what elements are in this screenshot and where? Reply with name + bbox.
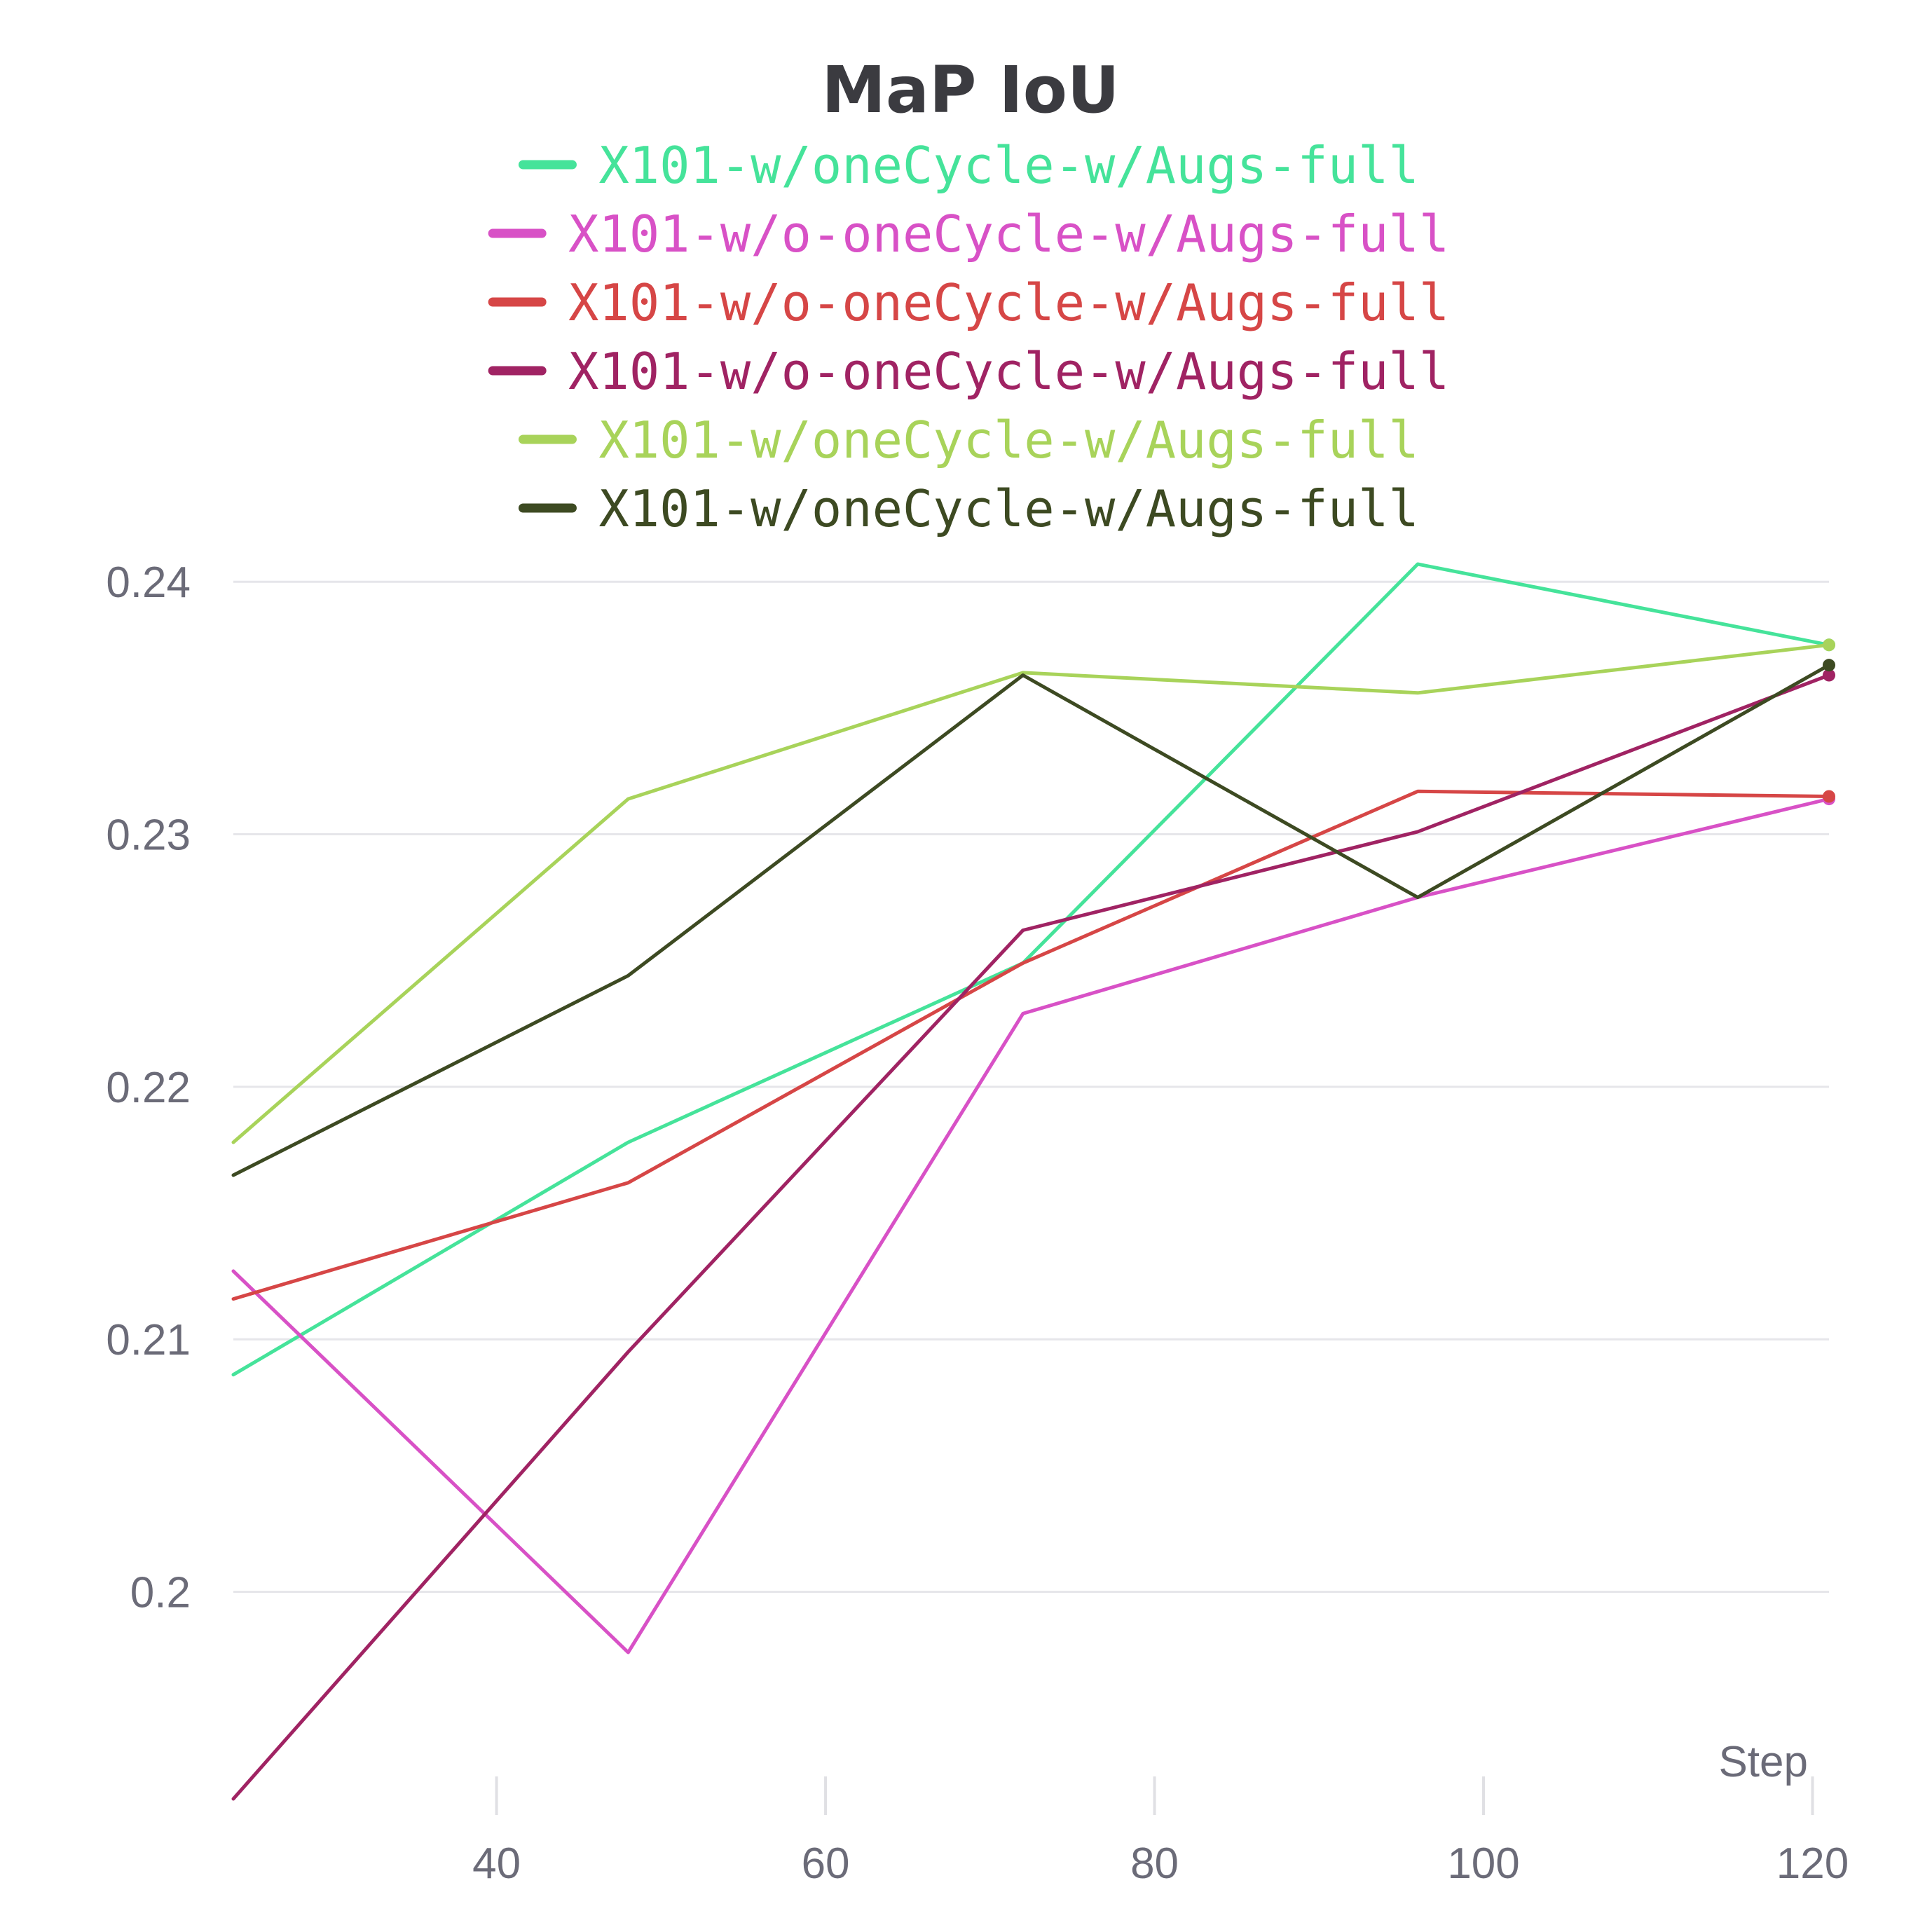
series-end-point-5 — [1823, 638, 1835, 652]
x-tick-label: 40 — [472, 1839, 521, 1888]
series-line-2 — [231, 797, 1831, 1654]
legend: X101-w/oneCycle-w/Augs-full X101-w/o-oneC… — [488, 136, 1449, 538]
y-axis: 0.2 0.21 0.22 0.23 0.24 — [106, 559, 191, 1617]
x-tick-label: 120 — [1776, 1839, 1849, 1888]
series-line-6 — [231, 663, 1831, 1177]
series-end-point-4 — [1823, 669, 1835, 682]
legend-entry-label: X101-w/oneCycle-w/Augs-full — [598, 136, 1418, 195]
legend-entry-label: X101-w/oneCycle-w/Augs-full — [598, 479, 1418, 538]
series-lines — [231, 562, 1835, 1801]
y-tick-label: 0.21 — [106, 1316, 191, 1364]
legend-entry-label: X101-w/o-oneCycle-w/Augs-full — [568, 273, 1449, 332]
legend-entry-label: X101-w/oneCycle-w/Augs-full — [598, 411, 1418, 470]
x-tick-label: 60 — [802, 1839, 850, 1888]
x-tick-label: 100 — [1447, 1839, 1519, 1888]
x-axis: 40 60 80 100 120 — [472, 1776, 1849, 1888]
series-end-point-3 — [1823, 790, 1835, 803]
y-tick-label: 0.22 — [106, 1064, 191, 1112]
series-line-4 — [231, 673, 1831, 1801]
grid-lines — [233, 580, 1829, 1594]
legend-entry-label: X101-w/o-oneCycle-w/Augs-full — [568, 342, 1449, 401]
y-tick-label: 0.2 — [130, 1569, 191, 1617]
y-tick-label: 0.23 — [106, 811, 191, 860]
series-line-5 — [231, 643, 1831, 1144]
legend-entry-label: X101-w/o-oneCycle-w/Augs-full — [568, 205, 1449, 263]
series-line-3 — [231, 789, 1831, 1301]
series-end-point-6 — [1823, 659, 1835, 672]
chart-title: MaP IoU — [821, 53, 1119, 128]
x-axis-label: Step — [1718, 1738, 1808, 1786]
series-line-1 — [231, 562, 1831, 1377]
y-tick-label: 0.24 — [106, 559, 191, 607]
x-tick-label: 80 — [1130, 1839, 1179, 1888]
